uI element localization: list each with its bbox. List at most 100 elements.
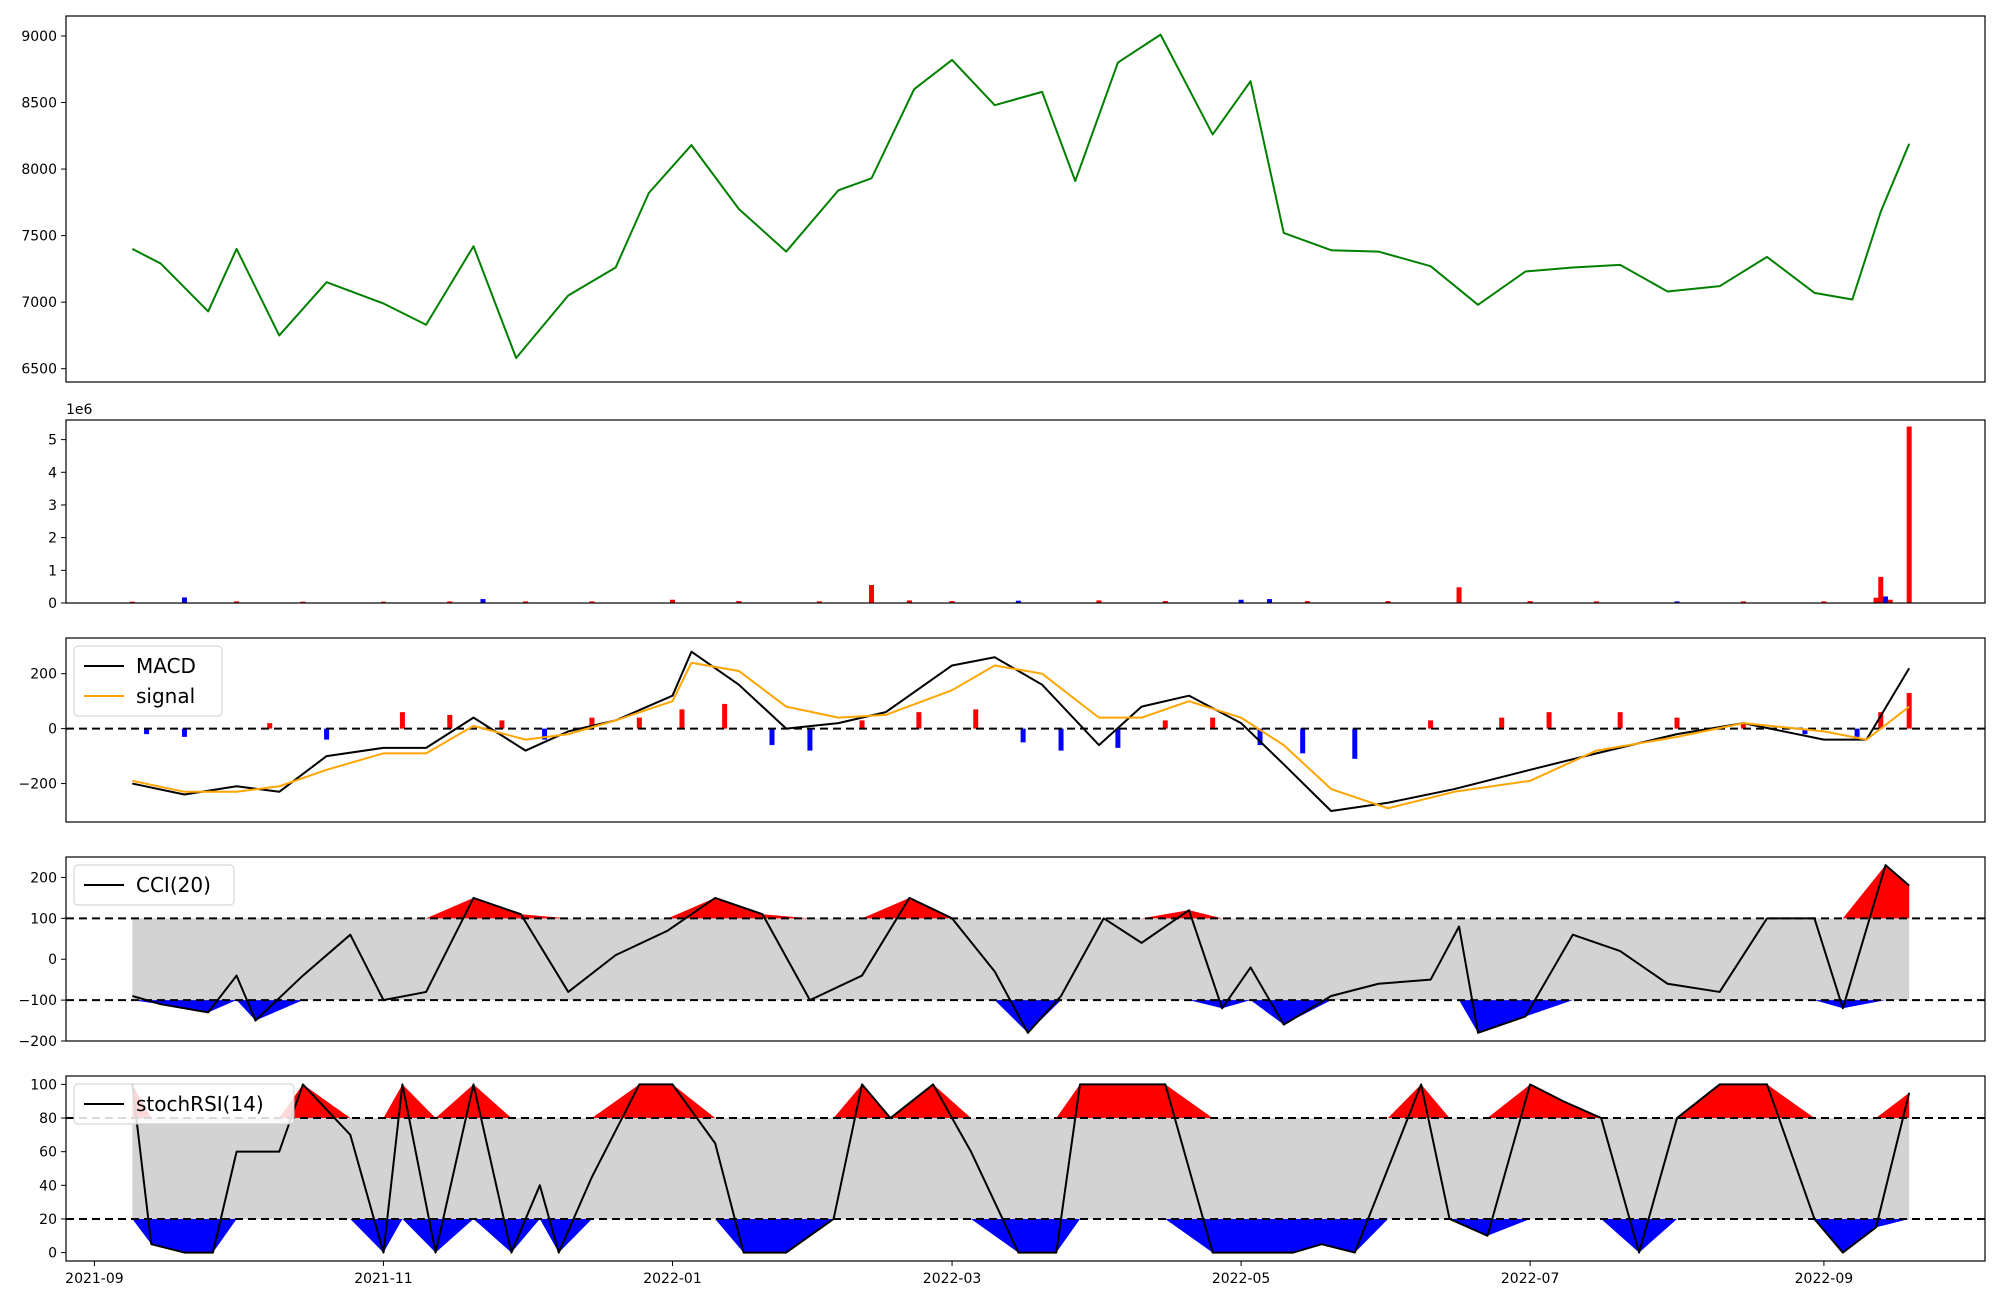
histogram-bar bbox=[399, 712, 405, 729]
x-tick-label: 2022-05 bbox=[1212, 1271, 1271, 1287]
panel-stochrsi: 0 20 40 60 80 100 stochRSI(14) bbox=[30, 1075, 1986, 1262]
panel-cci: −200 −100 0 100 200 CCI(20) bbox=[19, 856, 1986, 1050]
overbought-fill bbox=[132, 1084, 1910, 1119]
y-tick-label: 9000 bbox=[21, 29, 57, 45]
volume-bar bbox=[523, 601, 529, 603]
volume-bar bbox=[1304, 601, 1310, 603]
volume-bar bbox=[1162, 601, 1168, 603]
volume-bar bbox=[480, 599, 486, 603]
overbought-fill bbox=[132, 865, 1910, 919]
y-tick-label: 200 bbox=[30, 667, 57, 683]
volume-bar bbox=[1096, 600, 1102, 603]
histogram-bar bbox=[499, 720, 505, 729]
histogram-bar bbox=[1546, 712, 1552, 729]
x-tick-label: 2022-03 bbox=[923, 1271, 982, 1287]
axes-frame bbox=[65, 856, 1986, 1042]
histogram-bar bbox=[1020, 728, 1026, 743]
panel-price: 6500 7000 7500 8000 8500 9000 bbox=[21, 15, 1986, 383]
histogram-bar bbox=[1878, 712, 1884, 729]
y-tick-label: 60 bbox=[39, 1145, 57, 1161]
volume-bar bbox=[1015, 600, 1021, 603]
histogram-bar bbox=[447, 714, 453, 729]
histogram-bar bbox=[722, 703, 728, 729]
y-tick-label: 100 bbox=[30, 1077, 57, 1093]
y-tick-label: −100 bbox=[19, 993, 57, 1009]
volume-bar bbox=[1267, 599, 1273, 603]
x-tick-label: 2022-09 bbox=[1795, 1271, 1854, 1287]
histogram-bar bbox=[1428, 720, 1434, 729]
volume-bar bbox=[1674, 601, 1680, 603]
plot-area bbox=[66, 864, 1985, 1034]
y-tick-label: 7000 bbox=[21, 295, 57, 311]
volume-bar bbox=[1873, 597, 1879, 603]
histogram-bar bbox=[807, 728, 813, 751]
volume-bar bbox=[736, 601, 742, 603]
volume-bar bbox=[1456, 587, 1462, 603]
volume-bar bbox=[380, 601, 386, 603]
legend-label: stochRSI(14) bbox=[136, 1092, 264, 1116]
volume-bar bbox=[906, 600, 912, 603]
histogram-bar bbox=[859, 720, 865, 729]
y-tick-label: 7500 bbox=[21, 229, 57, 245]
volume-bar bbox=[1238, 599, 1244, 603]
volume-bar bbox=[1385, 601, 1391, 603]
histogram-bar bbox=[1210, 717, 1216, 729]
histogram-bar bbox=[267, 723, 273, 729]
plot-area bbox=[66, 1083, 1985, 1254]
histogram-bar bbox=[324, 728, 330, 740]
axes-frame bbox=[65, 1075, 1986, 1262]
volume-bar bbox=[1527, 601, 1533, 603]
histogram-bar bbox=[542, 728, 548, 740]
volume-bar bbox=[1882, 596, 1888, 603]
axis-exponent-label: 1e6 bbox=[66, 402, 93, 418]
histogram-bar bbox=[1352, 728, 1358, 759]
histogram-bar bbox=[181, 728, 187, 737]
y-tick-label: −200 bbox=[19, 777, 57, 793]
volume-bar bbox=[949, 601, 955, 603]
histogram-bar bbox=[1115, 728, 1121, 748]
histogram-bar bbox=[769, 728, 775, 746]
x-tick-label: 2022-01 bbox=[643, 1271, 702, 1287]
histogram-bar bbox=[1499, 717, 1505, 729]
histogram-bar bbox=[1740, 723, 1746, 729]
y-tick-label: 20 bbox=[39, 1212, 57, 1228]
histogram-bar bbox=[1257, 728, 1263, 746]
histogram-bar bbox=[1802, 728, 1808, 735]
legend-box bbox=[73, 645, 223, 717]
histogram-bar bbox=[144, 728, 150, 735]
series-line-signal bbox=[132, 661, 1910, 810]
histogram-bar bbox=[636, 717, 642, 729]
volume-bar bbox=[1821, 601, 1827, 603]
y-tick-label: −200 bbox=[19, 1034, 57, 1050]
legend-label: signal bbox=[136, 684, 195, 708]
plot-area bbox=[66, 650, 1985, 813]
volume-bar bbox=[129, 601, 135, 603]
y-tick-label: 0 bbox=[48, 952, 57, 968]
panel-macd: −200 0 200 MACD signal bbox=[19, 637, 1986, 823]
oversold-fill bbox=[132, 1000, 1910, 1033]
y-tick-label: 5 bbox=[48, 433, 57, 449]
y-tick-label: 100 bbox=[30, 911, 57, 927]
y-tick-label: 80 bbox=[39, 1111, 57, 1127]
volume-bar bbox=[869, 585, 875, 603]
oversold-fill bbox=[132, 1218, 1910, 1253]
y-tick-label: 8000 bbox=[21, 162, 57, 178]
volume-bar bbox=[181, 597, 187, 603]
histogram-bar bbox=[1906, 692, 1912, 729]
y-tick-label: 2 bbox=[48, 531, 57, 547]
y-tick-label: 0 bbox=[48, 596, 57, 612]
plot-area bbox=[129, 426, 1912, 603]
histogram-bar bbox=[1300, 728, 1306, 754]
series-line-stochrsi-14- bbox=[131, 1083, 1911, 1254]
y-tick-label: 6500 bbox=[21, 362, 57, 378]
axes-frame bbox=[65, 15, 1986, 383]
legend-box bbox=[73, 864, 235, 906]
x-tick-label: 2021-11 bbox=[354, 1271, 413, 1287]
histogram-bar bbox=[1162, 720, 1168, 729]
y-tick-label: 200 bbox=[30, 870, 57, 886]
histogram-bar bbox=[679, 709, 685, 729]
volume-bar bbox=[1740, 601, 1746, 603]
volume-bar bbox=[300, 601, 306, 603]
volume-bar bbox=[1887, 599, 1893, 603]
